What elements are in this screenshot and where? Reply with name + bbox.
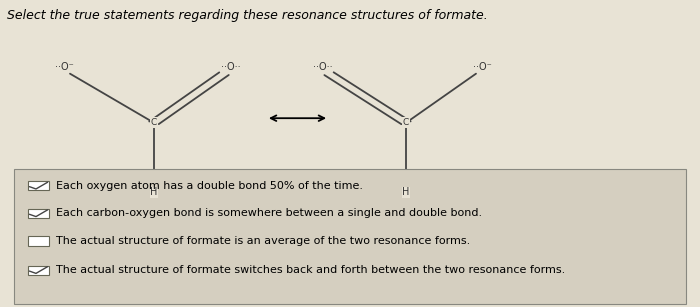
Bar — [28, 181, 49, 190]
Text: ··O··: ··O·· — [220, 62, 240, 72]
Bar — [28, 266, 49, 275]
Text: The actual structure of formate switches back and forth between the two resonanc: The actual structure of formate switches… — [56, 265, 566, 275]
Text: ··O··: ··O·· — [313, 62, 332, 72]
Bar — [28, 209, 49, 218]
Text: The actual structure of formate is an average of the two resonance forms.: The actual structure of formate is an av… — [56, 236, 470, 246]
Bar — [28, 236, 49, 246]
Text: Each oxygen atom has a double bond 50% of the time.: Each oxygen atom has a double bond 50% o… — [56, 181, 363, 191]
Text: C: C — [151, 118, 157, 127]
Text: ··O⁻: ··O⁻ — [55, 62, 74, 72]
Text: Select the true statements regarding these resonance structures of formate.: Select the true statements regarding the… — [7, 9, 488, 22]
Text: Each carbon-oxygen bond is somewhere between a single and double bond.: Each carbon-oxygen bond is somewhere bet… — [56, 208, 482, 218]
Bar — [14, 169, 686, 304]
Text: H: H — [150, 187, 158, 197]
Text: ··O⁻: ··O⁻ — [473, 62, 491, 72]
Text: C: C — [403, 118, 409, 127]
Text: H: H — [402, 187, 409, 197]
